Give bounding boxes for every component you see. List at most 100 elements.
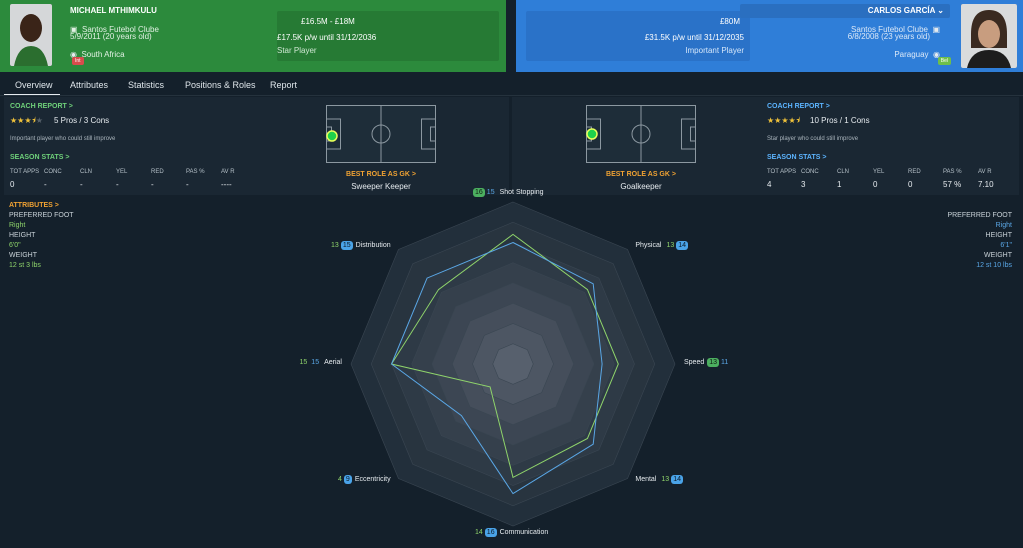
- left-overview-panel: COACH REPORT > ★★★⯨★ 5 Pros / 3 Cons Imp…: [4, 97, 509, 195]
- right-coach-report-link[interactable]: COACH REPORT >: [767, 103, 830, 110]
- tab-attributes[interactable]: Attributes: [70, 80, 109, 90]
- tab-positions-roles[interactable]: Positions & Roles: [185, 80, 256, 90]
- star-icon: ★★★★: [767, 116, 796, 125]
- left-attributes-info: ATTRIBUTES > PREFERRED FOOT Right HEIGHT…: [9, 201, 74, 271]
- player-select-dropdown[interactable]: CARLOS GARCÍA ⌄: [740, 4, 950, 18]
- left-value-box: £16.5M - £18M £17.5K p/w until 31/12/203…: [277, 11, 499, 61]
- left-stats-table: TOT APPS CONC CLN YEL RED PAS % AV R 0 -…: [10, 169, 270, 191]
- height-label: HEIGHT: [9, 232, 36, 239]
- right-player-avatar: [961, 4, 1017, 68]
- right-player-header: £80M £31.5K p/w until 31/12/2035 Importa…: [516, 0, 1023, 72]
- half-star-icon: ⯨: [795, 116, 800, 125]
- left-season-stats-link[interactable]: SEASON STATS >: [10, 154, 70, 161]
- stat-header: CLN: [837, 169, 850, 175]
- stat-header: CONC: [801, 169, 819, 175]
- right-attributes-info: PREFERRED FOOT Right HEIGHT 6'1" WEIGHT …: [947, 211, 1012, 271]
- attributes-radar-chart: [350, 201, 676, 527]
- tab-divider: [0, 95, 1023, 96]
- left-contract: £17.5K p/w until 31/12/2036: [277, 33, 377, 42]
- right-player-series-line: [390, 241, 603, 495]
- position-marker: [586, 128, 598, 140]
- stat-value: 57 %: [943, 180, 962, 189]
- left-player-avatar: [10, 4, 52, 66]
- stat-header: YEL: [873, 169, 885, 175]
- left-star-rating: ★★★⯨★: [10, 115, 43, 129]
- stat-value: 1: [837, 180, 842, 189]
- stat-header: AV R: [221, 169, 235, 175]
- chevron-down-icon: ⌄: [937, 6, 944, 15]
- stat-value: -: [151, 180, 154, 189]
- right-overview-panel: BEST ROLE AS GK > Goalkeeper COACH REPOR…: [512, 97, 1019, 195]
- right-club: Santos Futebol Clube: [851, 25, 928, 34]
- right-nation-badge: Bel: [937, 57, 951, 65]
- preferred-foot-label: PREFERRED FOOT: [9, 212, 74, 219]
- stat-value: 4: [767, 180, 772, 189]
- right-value: £80M: [719, 17, 740, 26]
- stat-value: ----: [221, 180, 232, 189]
- left-dob: 5/9/2011 (20 years old): [70, 32, 152, 41]
- club-crest-icon: ▣: [70, 25, 78, 34]
- right-best-role: Goalkeeper: [620, 182, 662, 191]
- stat-value: -: [80, 180, 83, 189]
- half-star-icon: ⯨: [31, 116, 36, 125]
- left-status: Star Player: [277, 46, 317, 55]
- right-nation-row[interactable]: Paraguay ◉: [894, 44, 940, 62]
- left-pros-cons: 5 Pros / 3 Cons: [54, 116, 110, 125]
- right-status: Important Player: [685, 46, 744, 55]
- right-best-role-link[interactable]: BEST ROLE AS GK >: [606, 171, 676, 178]
- stat-header: CLN: [80, 169, 93, 175]
- stat-value: 0: [908, 180, 913, 189]
- left-height: 6'0": [9, 242, 21, 249]
- right-season-stats-link[interactable]: SEASON STATS >: [767, 154, 827, 161]
- right-value-box: £80M £31.5K p/w until 31/12/2035 Importa…: [526, 11, 750, 61]
- position-marker: [326, 130, 338, 142]
- stat-value: 3: [801, 180, 806, 189]
- stat-header: TOT APPS: [10, 169, 40, 175]
- tab-statistics[interactable]: Statistics: [128, 80, 165, 90]
- weight-label: WEIGHT: [9, 252, 37, 259]
- stat-header: AV R: [978, 169, 992, 175]
- tab-overview[interactable]: Overview: [15, 80, 53, 90]
- stat-value: 0: [10, 180, 15, 189]
- weight-label: WEIGHT: [984, 252, 1012, 259]
- stat-value: 7.10: [978, 180, 994, 189]
- right-contract: £31.5K p/w until 31/12/2035: [644, 33, 744, 42]
- left-weight: 12 st 3 lbs: [9, 262, 41, 269]
- right-dob: 6/8/2008 (23 years old): [847, 32, 930, 41]
- right-report-summary: Star player who could still improve: [767, 136, 859, 142]
- left-player-header: MICHAEL MTHIMKULU ▣ Santos Futebol Clube…: [0, 0, 506, 72]
- right-nation: Paraguay: [894, 50, 929, 59]
- left-nation-row[interactable]: ◉ South Africa: [70, 44, 125, 62]
- tab-report[interactable]: Report: [270, 80, 298, 90]
- left-best-role-link[interactable]: BEST ROLE AS GK >: [346, 171, 416, 178]
- radar-grid-ring: [492, 343, 534, 385]
- stat-value: -: [44, 180, 47, 189]
- left-club-row[interactable]: ▣ Santos Futebol Clube: [70, 19, 159, 37]
- left-report-summary: Important player who could still improve: [10, 136, 116, 142]
- stat-value: -: [186, 180, 189, 189]
- flag-icon: ◉: [70, 50, 77, 59]
- left-nation: South Africa: [81, 50, 125, 59]
- right-height: 6'1": [1000, 242, 1012, 249]
- right-star-rating: ★★★★⯨: [767, 115, 800, 129]
- left-club: Santos Futebol Clube: [82, 25, 159, 34]
- attributes-link[interactable]: ATTRIBUTES >: [9, 202, 59, 209]
- tab-bar: Overview Attributes Statistics Positions…: [0, 74, 1023, 96]
- left-player-series-line: [390, 233, 619, 479]
- left-value: £16.5M - £18M: [301, 17, 355, 26]
- right-preferred-foot: Right: [995, 222, 1012, 229]
- right-weight: 12 st 10 lbs: [976, 262, 1012, 269]
- flag-icon: ◉: [933, 50, 940, 59]
- left-pitch-diagram: [326, 105, 436, 163]
- left-coach-report-link[interactable]: COACH REPORT >: [10, 103, 73, 110]
- left-nation-badge: Int: [72, 57, 84, 65]
- right-club-row[interactable]: Santos Futebol Clube ▣: [851, 19, 940, 37]
- height-label: HEIGHT: [985, 232, 1012, 239]
- club-crest-icon: ▣: [932, 25, 940, 34]
- stat-header: YEL: [116, 169, 128, 175]
- stat-header: PAS %: [943, 169, 962, 175]
- right-pitch-diagram: [586, 105, 696, 163]
- star-icon: ★★★: [10, 116, 32, 125]
- left-preferred-foot: Right: [9, 222, 26, 229]
- left-player-name[interactable]: MICHAEL MTHIMKULU: [70, 6, 157, 15]
